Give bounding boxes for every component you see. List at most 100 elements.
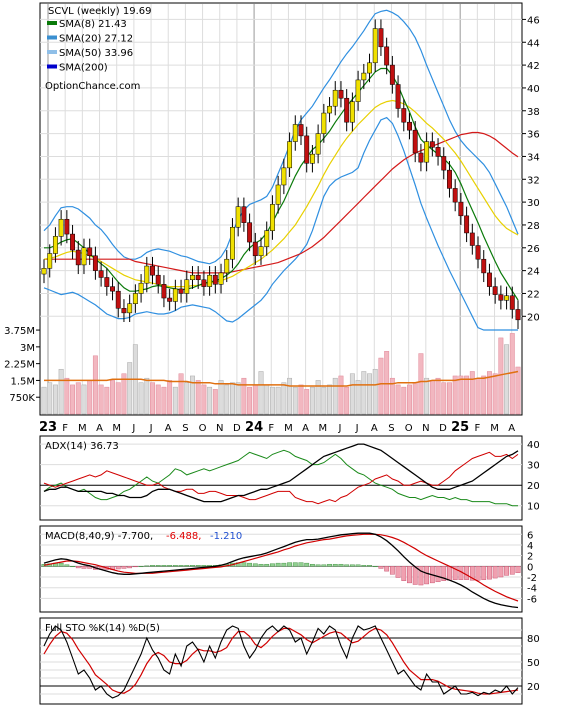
- chart-title: SCVL (weekly) 19.69: [48, 6, 152, 17]
- bollinger-lower-line: [43, 116, 518, 331]
- volume-bar: [81, 384, 87, 415]
- volume-bar: [309, 386, 315, 415]
- adx-lines: [43, 443, 519, 507]
- sma50-line: [44, 131, 519, 274]
- price-candle: [304, 135, 310, 164]
- x-axis-label: S: [388, 423, 394, 434]
- price-tick-label: 30: [527, 198, 540, 209]
- macd-tick-label: 2: [527, 552, 533, 563]
- volume-bar: [418, 353, 424, 415]
- macd-histogram-bar: [184, 565, 190, 567]
- legend-swatch: [47, 35, 57, 40]
- price-candle: [344, 97, 350, 123]
- volume-tick-label: 2.25M: [4, 360, 35, 371]
- macd-histogram-bar: [361, 565, 367, 567]
- x-axis-label: D: [233, 423, 241, 434]
- macd-histogram-bar: [327, 563, 332, 567]
- volume-bar: [298, 384, 304, 415]
- price-candle: [115, 290, 121, 309]
- price-candle: [298, 124, 304, 137]
- volume-bar: [167, 380, 173, 415]
- volume-bar: [407, 384, 412, 415]
- macd-histogram-bar: [58, 562, 64, 567]
- legend-items: SMA(8) 21.43 SMA(20) 27.12 SMA(50) 33.96 SM…: [47, 19, 133, 74]
- price-candle: [172, 288, 178, 302]
- macd-histogram-bar: [247, 562, 252, 567]
- volume-bar: [424, 377, 430, 415]
- x-axis-label: F: [474, 423, 480, 434]
- price-candle: [207, 274, 213, 287]
- macd-histogram-bar: [161, 565, 167, 567]
- macd-lines: [43, 532, 519, 609]
- macd-tick-label: -6: [527, 594, 537, 605]
- price-candle: [486, 272, 492, 287]
- price-tick-label: 28: [527, 221, 540, 232]
- macd-histogram-bar: [447, 566, 452, 581]
- volume-bar: [321, 386, 327, 415]
- price-candle: [407, 121, 412, 131]
- x-axis-label: D: [439, 423, 447, 434]
- volume-bar: [127, 362, 133, 415]
- volume-bar: [144, 377, 150, 415]
- x-axis-label: M: [78, 423, 87, 434]
- volume-bar: [355, 380, 361, 415]
- volume-bar: [452, 375, 458, 415]
- price-candle: [241, 206, 247, 223]
- macd-histogram-bar: [172, 565, 178, 567]
- macd-histogram-bar: [435, 566, 441, 583]
- price-candle: [201, 279, 207, 287]
- volume-bar: [184, 382, 190, 415]
- price-candle: [150, 265, 155, 276]
- volume-bar: [389, 377, 395, 415]
- volume-bar: [395, 384, 401, 415]
- price-candle: [338, 89, 344, 99]
- price-tick-label: 32: [527, 175, 540, 186]
- volume-bar: [224, 384, 230, 415]
- macd-histogram-bar: [401, 566, 407, 581]
- price-candle: [367, 62, 372, 74]
- price-candle: [401, 108, 407, 123]
- macd-histogram-bar: [287, 562, 292, 567]
- volume-bar: [178, 373, 184, 415]
- source-label: OptionChance.com: [45, 81, 140, 92]
- price-candle: [515, 309, 521, 321]
- legend-swatch: [47, 50, 57, 54]
- volume-bar: [315, 380, 321, 415]
- macd-tick-label: -4: [527, 584, 537, 595]
- volume-bar: [104, 386, 110, 415]
- price-candle: [481, 258, 487, 274]
- volume-bar: [64, 377, 70, 415]
- volume-bar: [52, 384, 58, 415]
- sma20-line: [43, 99, 519, 288]
- legend-label: SMA(20) 27.12: [59, 34, 133, 45]
- volume-bar: [412, 382, 418, 415]
- volume-bar: [344, 386, 350, 415]
- macd-histogram-bar: [412, 566, 418, 585]
- volume-bar: [327, 384, 332, 415]
- volume-bar: [349, 373, 355, 415]
- macd-histogram-bar: [155, 565, 161, 567]
- volume-bar: [378, 357, 384, 415]
- price-candle: [332, 89, 338, 107]
- volume-bar: [429, 380, 435, 415]
- x-axis-label: A: [165, 423, 172, 434]
- macd-histogram-bar: [132, 566, 138, 568]
- volume-bar: [87, 380, 93, 415]
- volume-bar: [207, 386, 213, 415]
- volume-bar: [481, 375, 487, 415]
- x-axis-label: O: [405, 423, 413, 434]
- x-axis-label: M: [284, 423, 293, 434]
- price-candle: [252, 241, 258, 257]
- volume-bar: [464, 375, 470, 415]
- sto-label: Full STO %K(14) %D(5): [45, 623, 160, 634]
- volume-bar: [58, 368, 64, 415]
- macd-histogram-bar: [492, 566, 498, 579]
- macd-histogram-bar: [298, 562, 304, 567]
- price-candle: [41, 268, 47, 275]
- x-axis-label: M: [490, 423, 499, 434]
- price-tick-label: 26: [527, 244, 540, 255]
- macd-histogram-bar: [201, 565, 207, 567]
- adx-tick-label: 40: [527, 440, 540, 451]
- price-candles: [41, 19, 521, 329]
- macd-histogram-bar: [475, 566, 481, 581]
